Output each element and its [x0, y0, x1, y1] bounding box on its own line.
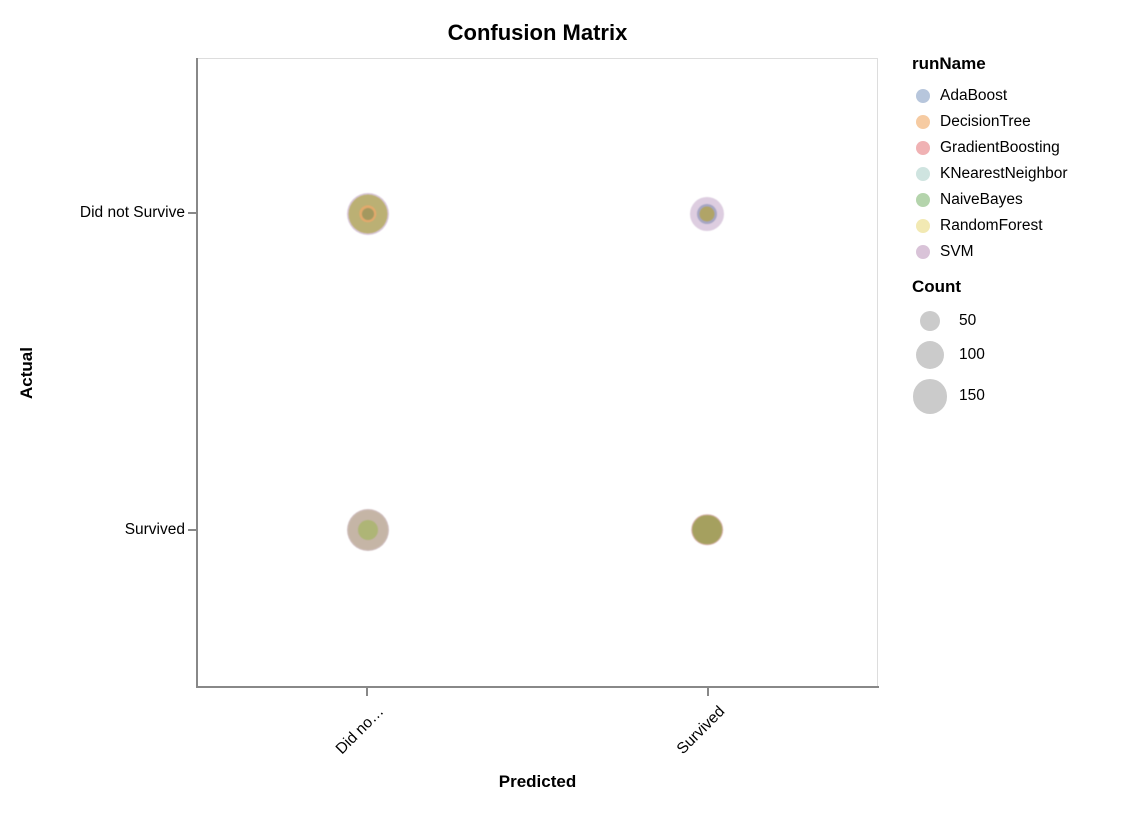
y-tick-did-not-survive: [188, 212, 196, 214]
legend-color-swatch: [916, 193, 930, 207]
legend-size-circle: [912, 379, 948, 414]
legend-item-gradientboosting: GradientBoosting: [912, 135, 1132, 161]
legend-item-label: GradientBoosting: [940, 139, 1060, 156]
x-tick-label-text: Survived: [673, 703, 729, 758]
legend-size-circle-wrap: [912, 311, 948, 331]
legend-item-label: AdaBoost: [940, 87, 1008, 104]
x-axis-line: [196, 686, 879, 688]
chart-title: Confusion Matrix: [447, 20, 628, 45]
bubble-mark: [361, 207, 374, 220]
legend-runname-title: runName: [912, 54, 986, 73]
legend-item-adaboost: AdaBoost: [912, 83, 1132, 109]
legend-color-swatch: [916, 141, 930, 155]
legend-size-label: 100: [959, 346, 985, 364]
legend-count-title: Count: [912, 277, 962, 296]
x-axis-title: Predicted: [498, 772, 577, 791]
legend-size-circle: [915, 341, 945, 370]
legend-color-swatch: [916, 167, 930, 181]
legend-count-items: 50 100 150: [912, 306, 1132, 419]
legend-item-label: KNearestNeighbor: [940, 165, 1068, 182]
legend-size-item-150: 150: [912, 374, 1132, 419]
bubble-layer: [198, 59, 877, 686]
legend-size-label: 50: [959, 312, 977, 329]
legend-color-swatch: [916, 219, 930, 233]
x-tick-label-text: Did no…: [332, 703, 388, 758]
legend: runName AdaBoost DecisionTree GradientBoos…: [912, 54, 1132, 419]
legend-size-circle-wrap: [912, 341, 948, 370]
legend-item-knearestneighbor: KNearestNeighbor: [912, 161, 1132, 187]
legend-item-naivebayes: NaiveBayes: [912, 187, 1132, 213]
legend-color-swatch: [916, 115, 930, 129]
legend-size-circle: [920, 311, 940, 331]
y-tick-survived: [188, 529, 196, 531]
legend-item-label: DecisionTree: [940, 113, 1031, 130]
plot-area: [197, 58, 878, 687]
y-axis-title: Actual: [17, 347, 36, 399]
legend-runname-items: AdaBoost DecisionTree GradientBoosting KNea…: [912, 83, 1132, 265]
bubble-mark: [692, 515, 723, 545]
legend-size-label: 150: [959, 387, 985, 405]
legend-color-swatch: [916, 245, 930, 259]
x-tick-did-not-survive: [366, 688, 368, 696]
legend-item-label: RandomForest: [940, 217, 1043, 234]
legend-color-swatch: [916, 89, 930, 103]
legend-count-block: Count 50 100 150: [912, 277, 1132, 419]
x-tick-survived: [707, 688, 709, 696]
legend-item-label: SVM: [940, 243, 974, 260]
y-tick-label-survived: Survived: [124, 521, 185, 538]
legend-size-item-100: 100: [912, 336, 1132, 374]
legend-size-circle-wrap: [912, 379, 948, 414]
legend-item-randomforest: RandomForest: [912, 213, 1132, 239]
y-axis-line: [196, 58, 198, 687]
legend-size-item-50: 50: [912, 306, 1132, 336]
legend-item-decisiontree: DecisionTree: [912, 109, 1132, 135]
bubble-mark: [699, 206, 715, 222]
legend-item-label: NaiveBayes: [940, 191, 1023, 208]
bubble-mark: [357, 519, 378, 540]
y-tick-label-did-not-survive: Did not Survive: [79, 204, 185, 221]
legend-item-svm: SVM: [912, 239, 1132, 265]
